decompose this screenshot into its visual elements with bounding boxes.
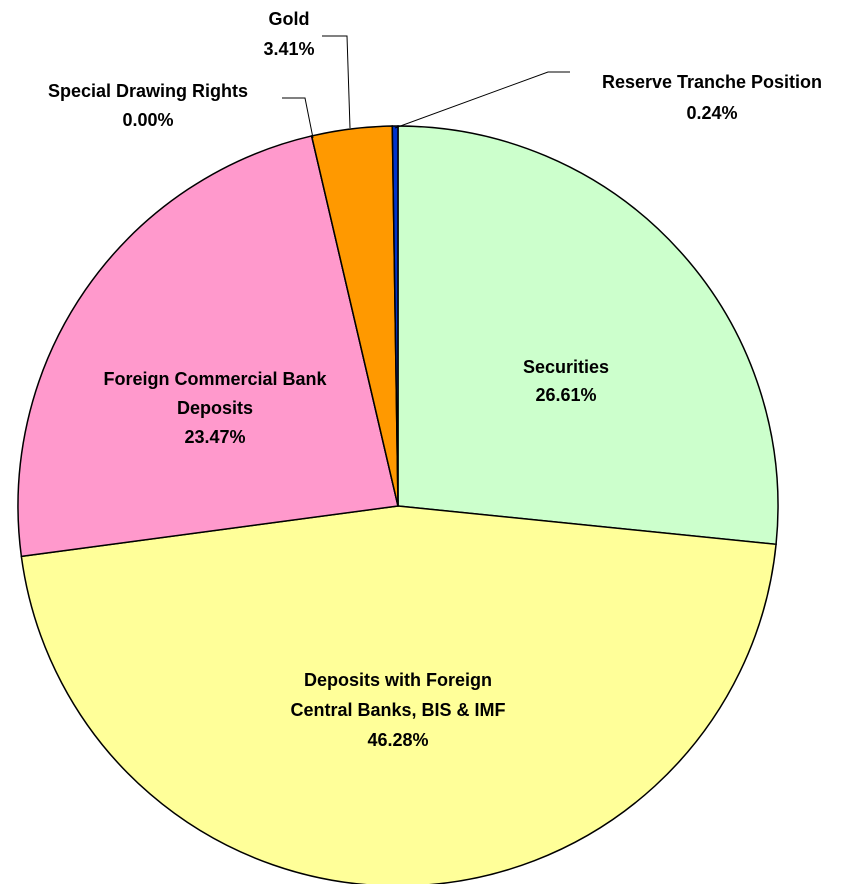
label-line: Central Banks, BIS & IMF [290,700,505,720]
slice-label: Reserve Tranche Position [602,72,822,92]
value-label: 0.24% [686,103,737,123]
slice-label: Foreign Commercial Bank Deposits [103,369,327,418]
label-line: Foreign Commercial Bank [103,369,327,389]
pie-slice [20,505,777,884]
label-line: Deposits [177,398,253,418]
slice-label: Special Drawing Rights [48,81,248,101]
label-line: Deposits with Foreign [304,670,492,690]
slice-label: Securities [523,357,609,377]
value-label: 26.61% [535,385,596,405]
label-line: Securities [523,357,609,377]
pie-slice [397,125,779,546]
pie-slice [17,135,399,558]
label-line: Reserve Tranche Position [602,72,822,92]
value-label: 46.28% [367,730,428,750]
leader-line [322,35,351,129]
value-label: 3.41% [263,39,314,59]
leader-line [394,71,570,129]
leader-line [282,97,314,139]
slice-label: Deposits with Foreign Central Banks, BIS … [290,670,505,720]
value-label: 23.47% [184,427,245,447]
pie-slice [391,125,399,507]
slice-label: Gold [269,9,310,29]
label-line: Gold [269,9,310,29]
label-line: Special Drawing Rights [48,81,248,101]
value-label: 0.00% [122,110,173,130]
